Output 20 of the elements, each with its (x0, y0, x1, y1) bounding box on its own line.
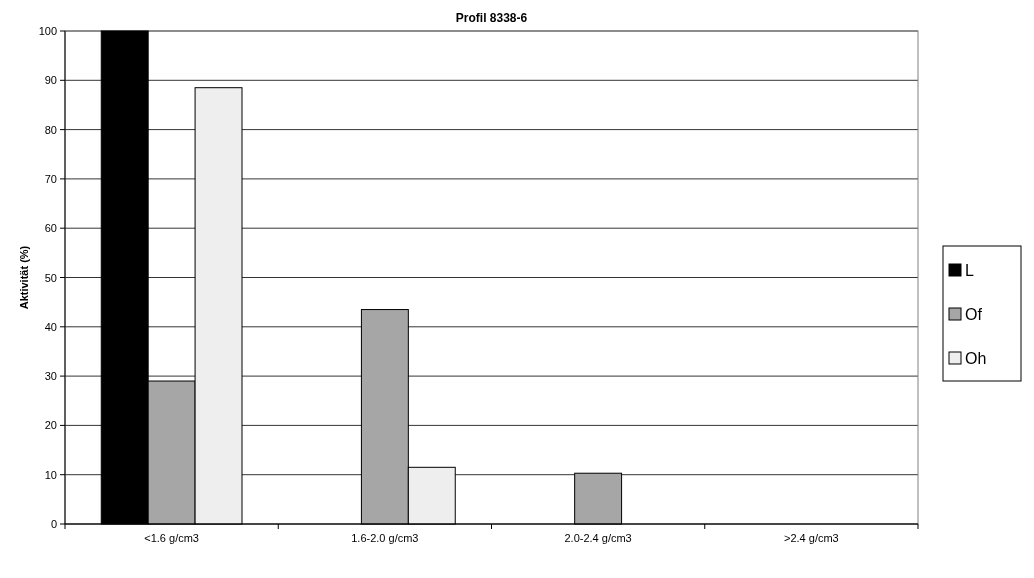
y-tick-label: 0 (50, 518, 57, 530)
legend-label: Oh (965, 350, 987, 367)
chart-title: Profil 8338-6 (455, 11, 528, 25)
y-tick-label: 100 (38, 25, 57, 37)
x-tick-label: <1.6 g/cm3 (144, 532, 199, 544)
legend-label: Of (965, 306, 983, 323)
y-tick-label: 30 (44, 370, 57, 383)
y-tick-label: 50 (44, 271, 57, 284)
x-tick-label: 2.0-2.4 g/cm3 (564, 532, 632, 544)
y-axis-title: Aktivität (%) (18, 245, 30, 310)
y-tick-label: 10 (44, 468, 57, 481)
y-tick-label: 60 (44, 222, 57, 235)
x-tick-label: >2.4 g/cm3 (784, 532, 839, 544)
x-tick-label: 1.6-2.0 g/cm3 (351, 532, 419, 544)
y-tick-label: 80 (44, 123, 57, 136)
y-tick-label: 40 (44, 320, 57, 333)
y-tick-label: 70 (44, 172, 57, 185)
y-tick-label: 20 (44, 419, 57, 432)
legend-label: L (965, 262, 974, 279)
y-tick-label: 90 (44, 74, 57, 87)
